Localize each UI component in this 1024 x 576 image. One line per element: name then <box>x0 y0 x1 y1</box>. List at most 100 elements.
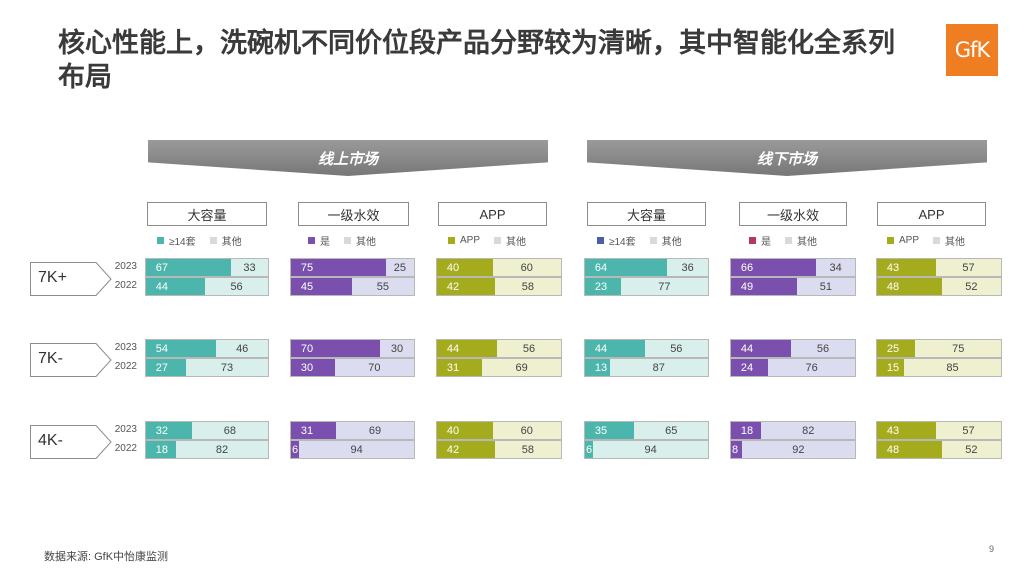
year-label: 2022 <box>114 361 137 372</box>
bar-segment-other: 58 <box>494 441 561 458</box>
bar-segment-primary: 13 <box>585 359 610 376</box>
bar-segment-primary: 32 <box>146 422 192 439</box>
legend-swatch <box>157 236 164 244</box>
bar-segment-primary: 40 <box>437 422 493 439</box>
stacked-bar: 27 73 <box>145 358 269 377</box>
price-segment-label: 4K- <box>30 425 112 459</box>
stacked-bar: 8 92 <box>730 440 856 459</box>
bar-segment-other: 68 <box>191 422 268 439</box>
bar-segment-primary: 67 <box>146 259 231 276</box>
bar-segment-primary: 31 <box>291 422 336 439</box>
segment-arrow-shape <box>30 262 112 296</box>
bar-segment-primary: 75 <box>291 259 386 276</box>
stacked-bar: 48 52 <box>876 440 1002 459</box>
bar-segment-other: 77 <box>620 278 708 295</box>
bar-segment-other: 60 <box>492 422 561 439</box>
legend-item: 其他 <box>933 233 965 248</box>
stacked-bar: 6 94 <box>290 440 415 459</box>
legend-item: 其他 <box>785 233 817 248</box>
metric-header: APP <box>877 202 986 226</box>
stacked-bar: 49 51 <box>730 277 856 296</box>
bar-segment-primary: 48 <box>877 278 942 295</box>
gfk-logo: GfK <box>946 24 998 76</box>
price-segment-label: 7K- <box>30 343 112 377</box>
stacked-bar: 30 70 <box>290 358 415 377</box>
bar-segment-primary: 31 <box>437 359 483 376</box>
stacked-bar: 31 69 <box>436 358 562 377</box>
bar-segment-primary: 42 <box>437 441 495 458</box>
stacked-bar: 18 82 <box>145 440 269 459</box>
legend-label: 其他 <box>945 236 966 248</box>
legend-item: 是 <box>749 233 771 248</box>
legend: APP 其他 <box>887 233 965 248</box>
stacked-bar: 23 77 <box>584 277 709 296</box>
stacked-bar: 48 52 <box>876 277 1002 296</box>
page-number: 9 <box>988 544 994 554</box>
metric-header: APP <box>438 202 547 226</box>
year-label: 2022 <box>114 280 137 291</box>
legend-item: 其他 <box>344 233 376 248</box>
stacked-bar: 15 85 <box>876 358 1002 377</box>
bar-segment-other: 33 <box>230 259 268 276</box>
bar-segment-primary: 8 <box>731 441 742 458</box>
legend: ≥14套 其他 <box>597 233 682 248</box>
bar-segment-primary: 44 <box>585 340 645 357</box>
legend-label: ≥14套 <box>609 236 636 248</box>
legend-item: ≥14套 <box>157 233 196 248</box>
bar-segment-other: 73 <box>186 359 268 376</box>
bar-segment-other: 56 <box>497 340 561 357</box>
bar-segment-other: 60 <box>492 259 561 276</box>
bar-segment-other: 76 <box>768 359 855 376</box>
stacked-bar: 18 82 <box>730 421 856 440</box>
legend-swatch <box>597 236 604 244</box>
bar-segment-primary: 6 <box>291 441 300 458</box>
bar-segment-other: 65 <box>634 422 708 439</box>
stacked-bar: 24 76 <box>730 358 856 377</box>
bar-segment-primary: 66 <box>731 259 817 276</box>
stacked-bar: 66 34 <box>730 258 856 277</box>
segment-text: 7K- <box>38 350 63 367</box>
stacked-bar: 40 60 <box>436 421 562 440</box>
stacked-bar: 35 65 <box>584 421 709 440</box>
bar-segment-primary: 42 <box>437 278 495 295</box>
legend-item: APP <box>887 235 919 246</box>
bar-segment-other: 57 <box>935 422 1001 439</box>
bar-segment-primary: 64 <box>585 259 668 276</box>
bar-segment-other: 92 <box>741 441 855 458</box>
price-segment-label: 7K+ <box>30 262 112 296</box>
bar-segment-other: 57 <box>935 259 1001 276</box>
stacked-bar: 44 56 <box>730 339 856 358</box>
legend-item: 是 <box>308 233 330 248</box>
stacked-bar: 70 30 <box>290 339 415 358</box>
stacked-bar: 13 87 <box>584 358 709 377</box>
bar-segment-other: 87 <box>609 359 708 376</box>
stacked-bar: 67 33 <box>145 258 269 277</box>
bar-segment-primary: 70 <box>291 340 381 357</box>
bar-segment-primary: 45 <box>291 278 352 295</box>
legend-label: 其他 <box>661 236 682 248</box>
bar-segment-primary: 6 <box>585 441 594 458</box>
bar-segment-primary: 24 <box>731 359 769 376</box>
legend-swatch <box>448 236 455 244</box>
stacked-bar: 43 57 <box>876 421 1002 440</box>
year-label: 2023 <box>114 261 137 272</box>
segment-arrow-shape <box>30 343 112 377</box>
bar-segment-other: 82 <box>175 441 268 458</box>
bar-segment-primary: 23 <box>585 278 621 295</box>
bar-segment-primary: 40 <box>437 259 493 276</box>
bar-segment-other: 51 <box>796 278 855 295</box>
segment-text: 7K+ <box>38 269 67 286</box>
legend: 是 其他 <box>308 233 376 248</box>
legend-label: 其他 <box>797 236 817 248</box>
bar-segment-other: 56 <box>644 340 708 357</box>
bar-segment-other: 58 <box>494 278 561 295</box>
legend-item: 其他 <box>649 233 682 248</box>
legend-item: 其他 <box>494 233 526 248</box>
bar-segment-other: 94 <box>299 441 414 458</box>
legend-item: APP <box>448 235 480 246</box>
data-source-note: 数据来源: GfK中怡康监测 <box>44 551 169 563</box>
bar-segment-primary: 44 <box>731 340 792 357</box>
stacked-bar: 25 75 <box>876 339 1002 358</box>
bar-segment-primary: 35 <box>585 422 635 439</box>
legend-swatch <box>344 236 351 244</box>
